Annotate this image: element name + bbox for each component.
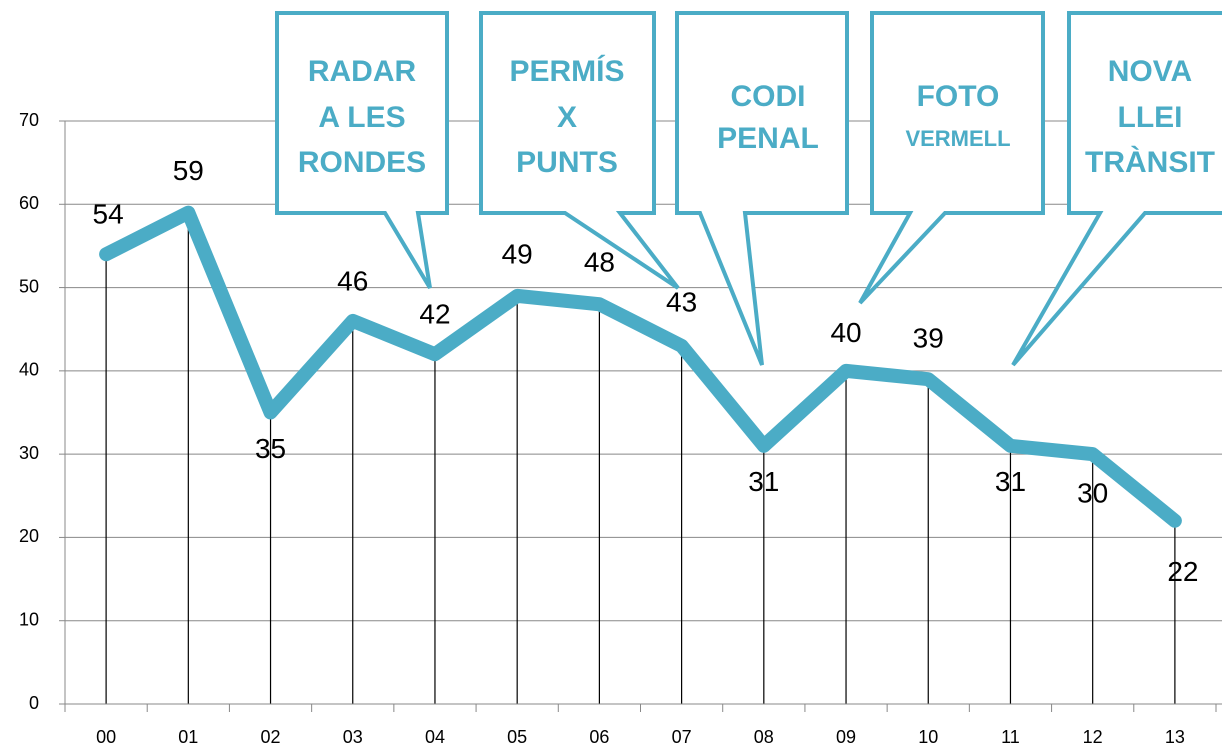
x-tick-label: 03 xyxy=(343,727,363,747)
x-tick-label: 10 xyxy=(918,727,938,747)
data-label: 31 xyxy=(748,466,779,497)
callout-text: FOTO xyxy=(917,80,1000,113)
x-tick-label: 07 xyxy=(672,727,692,747)
callout xyxy=(479,11,680,290)
callout xyxy=(275,11,449,290)
x-tick-label: 02 xyxy=(261,727,281,747)
y-tick-label: 50 xyxy=(19,276,39,296)
callout-text: X xyxy=(557,101,577,134)
x-tick-label: 11 xyxy=(1001,727,1020,747)
data-label: 43 xyxy=(666,286,697,317)
x-tick-label: 05 xyxy=(507,727,527,747)
callout-text: VERMELL xyxy=(905,126,1010,151)
y-tick-label: 40 xyxy=(19,360,39,380)
callout xyxy=(1011,11,1222,367)
y-tick-label: 0 xyxy=(29,693,39,713)
callout xyxy=(858,11,1045,305)
data-label: 40 xyxy=(830,317,861,348)
data-label: 59 xyxy=(173,155,204,186)
callout-text: PERMÍS xyxy=(509,54,624,88)
data-label: 31 xyxy=(995,466,1026,497)
callout-text: RADAR xyxy=(308,55,417,88)
x-tick-label: 09 xyxy=(836,727,856,747)
data-label: 39 xyxy=(913,323,944,354)
y-tick-label: 20 xyxy=(19,526,39,546)
data-label: 22 xyxy=(1167,556,1198,587)
data-label: 48 xyxy=(584,247,615,278)
data-label: 35 xyxy=(255,433,286,464)
callout-text: PENAL xyxy=(717,122,819,155)
y-tick-label: 30 xyxy=(19,443,39,463)
x-tick-label: 01 xyxy=(178,727,198,747)
callout-text: NOVA xyxy=(1108,55,1192,88)
y-tick-label: 10 xyxy=(19,609,39,629)
x-tick-label: 00 xyxy=(96,727,116,747)
y-tick-label: 60 xyxy=(19,193,39,213)
data-label: 42 xyxy=(419,299,450,330)
x-tick-label: 13 xyxy=(1165,727,1185,747)
x-tick-label: 04 xyxy=(425,727,445,747)
data-label: 46 xyxy=(337,265,368,296)
x-tick-label: 12 xyxy=(1083,727,1103,747)
line-series xyxy=(99,205,1182,528)
x-tick-label: 06 xyxy=(589,727,609,747)
callout-text: PUNTS xyxy=(516,146,618,179)
callout-text: LLEI xyxy=(1118,101,1183,134)
callout xyxy=(675,11,849,366)
data-label: 49 xyxy=(502,238,533,269)
callout-text: CODI xyxy=(731,80,806,113)
y-tick-label: 70 xyxy=(19,110,39,130)
x-tick-label: 08 xyxy=(754,727,774,747)
callout-text: TRÀNSIT xyxy=(1085,145,1215,179)
callout-text: A LES xyxy=(318,101,405,134)
callout-text: RONDES xyxy=(298,146,426,179)
data-label: 30 xyxy=(1077,478,1108,509)
data-label: 54 xyxy=(93,199,124,230)
